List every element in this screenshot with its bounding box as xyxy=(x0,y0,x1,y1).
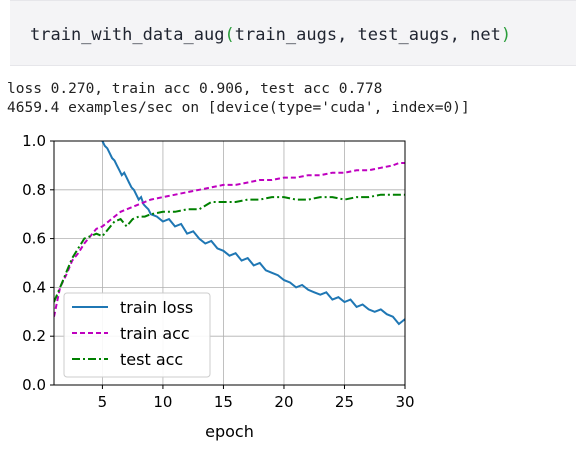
x-tick-label: 5 xyxy=(98,393,108,411)
legend-label: test acc xyxy=(120,350,183,369)
y-tick-label: 0.4 xyxy=(22,278,46,296)
series-line-test-acc xyxy=(54,193,405,303)
y-tick-label: 0.8 xyxy=(22,181,46,199)
y-tick-label: 0.2 xyxy=(22,327,46,345)
open-paren: ( xyxy=(224,25,235,45)
close-paren: ) xyxy=(500,25,512,45)
x-tick-label: 25 xyxy=(335,393,354,411)
y-tick-label: 0.6 xyxy=(22,230,46,248)
code-cell[interactable]: train_with_data_aug(train_augs, test_aug… xyxy=(10,0,576,66)
x-tick-label: 10 xyxy=(153,393,172,411)
y-tick-label: 0.0 xyxy=(22,376,46,394)
plot-frame xyxy=(53,140,406,386)
cell-output: loss 0.270, train acc 0.906, test acc 0.… xyxy=(7,80,470,118)
series-line-train-loss xyxy=(101,141,405,326)
x-tick-label: 20 xyxy=(274,393,293,411)
legend-box xyxy=(63,292,211,378)
y-tick-label: 1.0 xyxy=(22,132,46,150)
output-line-throughput: 4659.4 examples/sec on [device(type='cud… xyxy=(7,100,470,116)
function-name: train_with_data_aug xyxy=(30,25,225,45)
output-line-metrics: loss 0.270, train acc 0.906, test acc 0.… xyxy=(7,81,383,97)
x-tick-label: 15 xyxy=(214,393,233,411)
series-line-train-acc xyxy=(54,162,405,317)
x-axis-label: epoch xyxy=(205,422,254,441)
legend-label: train loss xyxy=(120,298,193,317)
legend-label: train acc xyxy=(120,324,190,343)
function-args: train_augs, test_augs, net xyxy=(234,25,501,45)
x-tick-label: 30 xyxy=(395,393,414,411)
code-line[interactable]: train_with_data_aug(train_augs, test_aug… xyxy=(30,25,511,45)
